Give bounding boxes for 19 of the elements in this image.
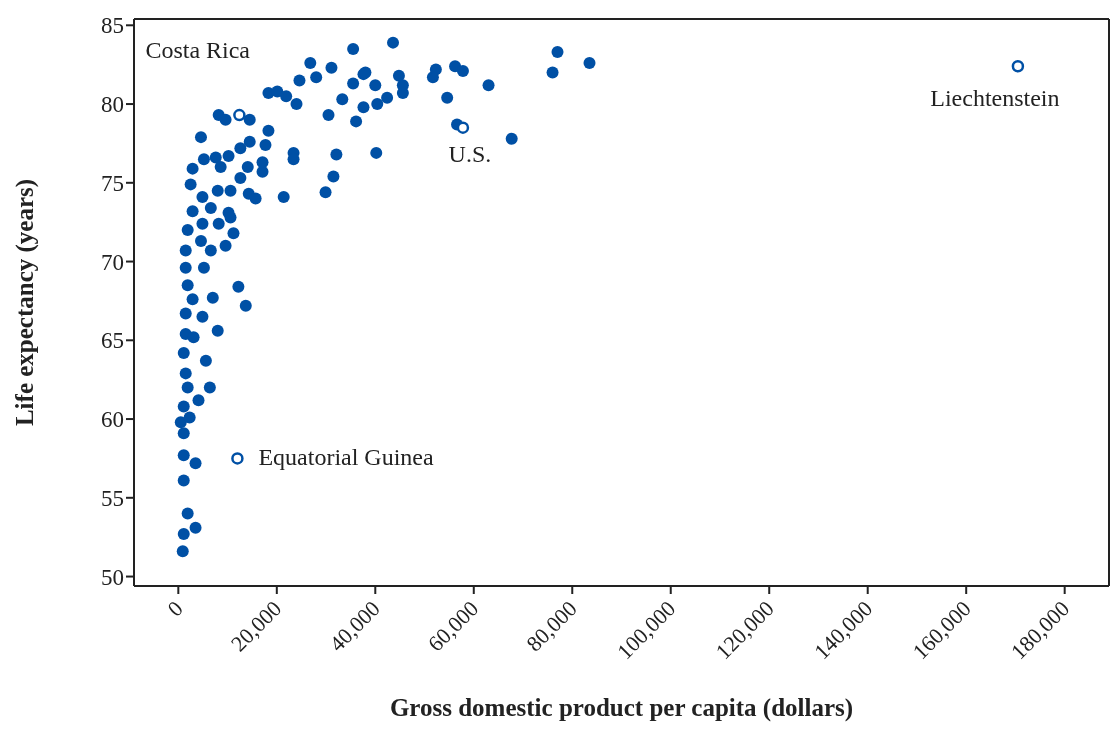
point bbox=[233, 108, 246, 122]
y-tick-label: 60 bbox=[101, 407, 124, 433]
x-axis-title: Gross domestic product per capita (dollars) bbox=[389, 694, 854, 722]
y-tick-label: 65 bbox=[101, 328, 124, 354]
y-tick-label: 50 bbox=[101, 564, 124, 590]
point bbox=[1011, 60, 1025, 73]
annotation: Equatorial Guinea bbox=[258, 444, 435, 471]
y-tick-label: 80 bbox=[101, 92, 124, 118]
point bbox=[456, 121, 470, 134]
y-tick-label: 85 bbox=[101, 13, 124, 39]
y-axis-title: Life expectancy (years) bbox=[10, 178, 39, 427]
y-tick-label: 70 bbox=[101, 249, 124, 275]
y-tick-label: 55 bbox=[101, 485, 124, 511]
annotation: Liechtenstein bbox=[930, 85, 1060, 112]
annotation: U.S. bbox=[448, 140, 492, 167]
x-tick-label: 0 bbox=[162, 595, 188, 622]
annotation: Costa Rica bbox=[145, 37, 251, 64]
point bbox=[231, 452, 244, 465]
y-tick-label: 75 bbox=[101, 170, 124, 196]
